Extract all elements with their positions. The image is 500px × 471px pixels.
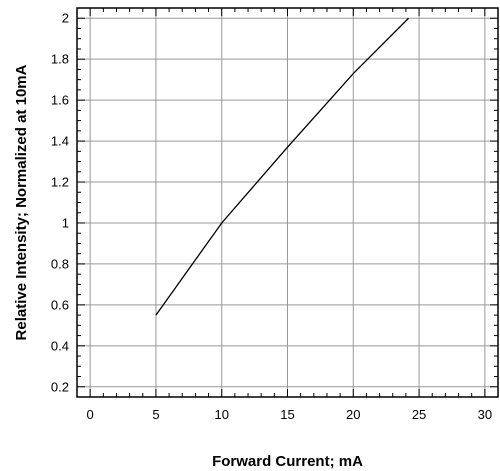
grid-lines xyxy=(77,8,498,397)
x-tick-label: 30 xyxy=(478,407,492,422)
y-tick-labels: 0.2 0.4 0.6 0.8 1 1.2 1.4 1.6 1.8 2 xyxy=(51,11,69,395)
x-tick-label: 20 xyxy=(346,407,360,422)
x-axis-title: Forward Current; mA xyxy=(212,453,363,470)
y-tick-label: 0.8 xyxy=(51,256,69,271)
y-tick-label: 1.6 xyxy=(51,93,69,108)
y-tick-label: 1.4 xyxy=(51,134,69,149)
x-tick-label: 25 xyxy=(412,407,426,422)
x-tick-labels: 0 5 10 15 20 25 30 xyxy=(87,407,493,422)
series-layer xyxy=(155,17,409,316)
x-tick-label: 10 xyxy=(214,407,228,422)
y-tick-label: 1.8 xyxy=(51,52,69,67)
y-tick-label: 1.2 xyxy=(51,175,69,190)
y-axis-title: Relative Intensity; Normalized at 10mA xyxy=(13,64,30,340)
series-line xyxy=(155,17,409,316)
plot-frame xyxy=(76,7,499,398)
x-tick-label: 0 xyxy=(87,407,94,422)
y-tick-label: 0.2 xyxy=(51,379,69,394)
y-tick-label: 1 xyxy=(62,215,69,230)
y-tick-label: 2 xyxy=(62,11,69,26)
y-tick-label: 0.4 xyxy=(51,338,69,353)
x-tick-label: 5 xyxy=(152,407,159,422)
x-tick-label: 15 xyxy=(280,407,294,422)
y-tick-label: 0.6 xyxy=(51,297,69,312)
